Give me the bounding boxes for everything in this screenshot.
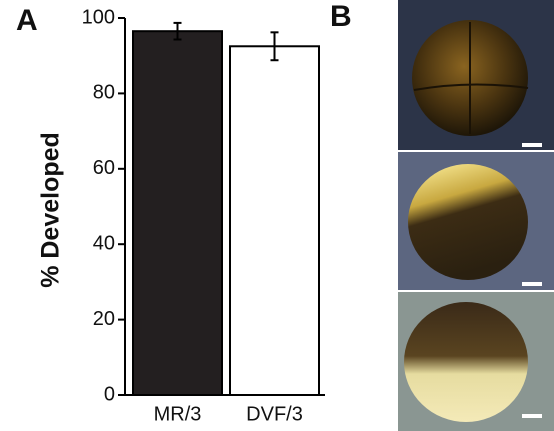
y-tick-label: 0 bbox=[104, 383, 115, 405]
y-axis-label: % Developed bbox=[37, 132, 65, 288]
plot: 0 20 40 60 80 100 MR/3 DVF/3 bbox=[82, 6, 325, 425]
y-tick-label: 80 bbox=[93, 82, 115, 104]
bar bbox=[132, 30, 223, 396]
scale-bar bbox=[522, 414, 542, 418]
panel-label: B bbox=[330, 0, 352, 33]
y-tick-label: 20 bbox=[93, 308, 115, 330]
bar bbox=[229, 45, 320, 397]
embryo-images bbox=[398, 0, 554, 431]
error-bar bbox=[270, 31, 279, 62]
panel-label: A bbox=[16, 4, 38, 37]
cleavage bbox=[413, 83, 529, 91]
scale-bar bbox=[522, 282, 542, 286]
x-tick-label: DVF/3 bbox=[246, 403, 303, 425]
y-tick-label: 60 bbox=[93, 157, 115, 179]
x-tick-label: MR/3 bbox=[154, 403, 202, 425]
error-bar bbox=[173, 21, 182, 41]
scale-bar bbox=[522, 143, 542, 147]
y-tick-label: 100 bbox=[82, 6, 115, 28]
embryo bbox=[404, 302, 528, 422]
embryo bbox=[408, 164, 528, 280]
y-tick-label: 40 bbox=[93, 232, 115, 254]
